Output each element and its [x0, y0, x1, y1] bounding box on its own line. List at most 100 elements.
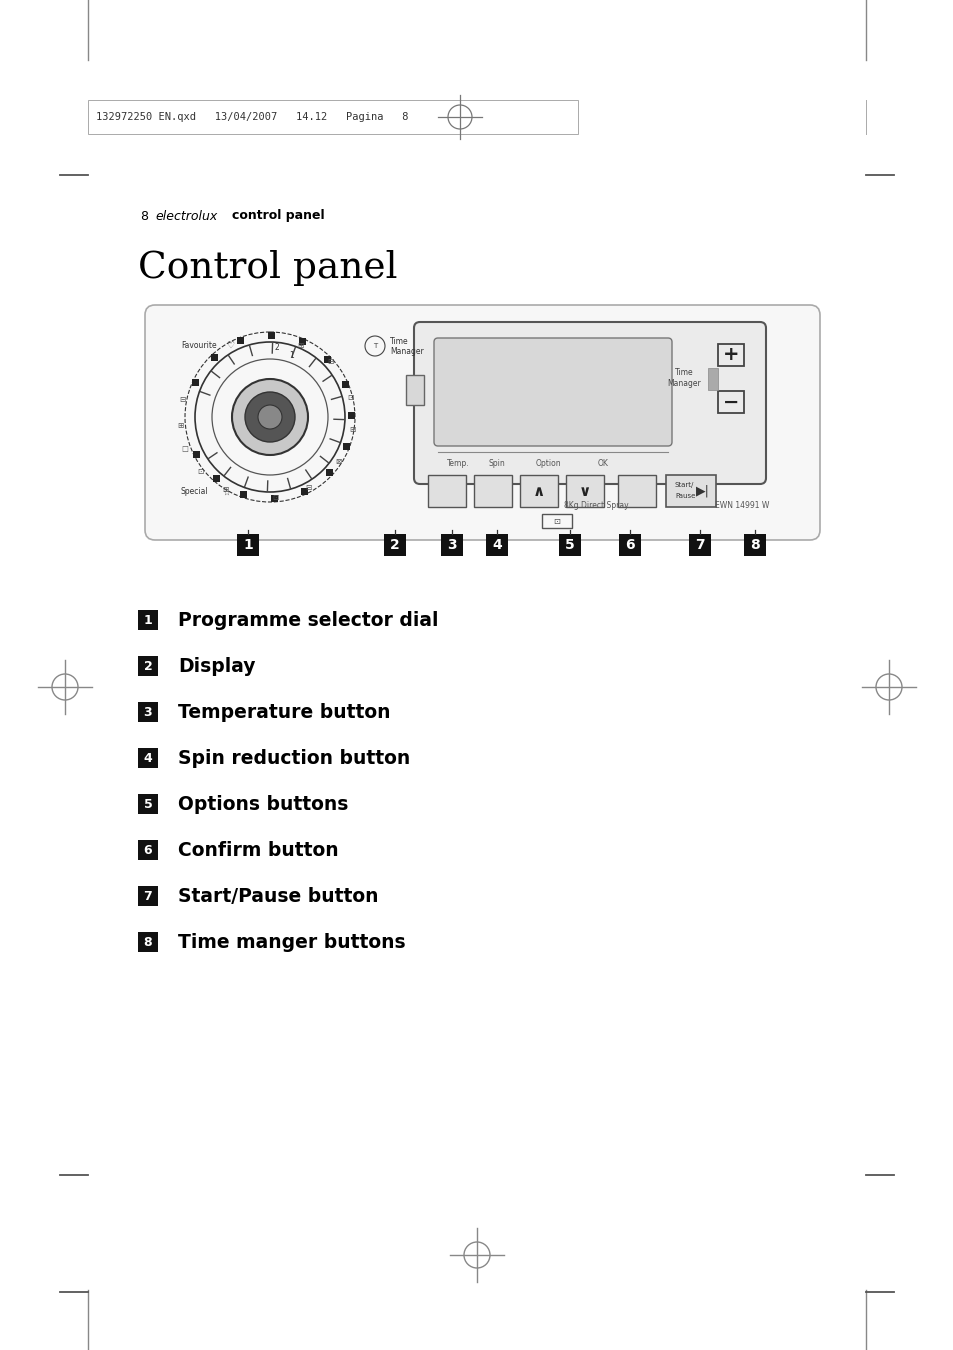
Text: ⊟: ⊟: [178, 394, 185, 404]
Text: 1: 1: [243, 539, 253, 552]
Text: Special: Special: [181, 487, 209, 497]
Bar: [558, 535, 580, 556]
Bar: [211, 354, 217, 360]
Bar: [88, 100, 578, 134]
Text: 4: 4: [492, 539, 501, 552]
Text: 5: 5: [144, 798, 152, 810]
Text: ⊠: ⊠: [335, 456, 341, 466]
Text: 7: 7: [695, 539, 704, 552]
Text: Control panel: Control panel: [138, 250, 397, 286]
Text: ⊡: ⊡: [196, 467, 203, 477]
Bar: [236, 535, 258, 556]
Bar: [138, 748, 158, 768]
Bar: [688, 535, 710, 556]
Bar: [138, 794, 158, 814]
Bar: [474, 475, 512, 508]
Text: Time manger buttons: Time manger buttons: [178, 933, 405, 952]
Bar: [343, 443, 350, 450]
Bar: [138, 610, 158, 630]
Bar: [326, 470, 334, 477]
Text: 8: 8: [144, 936, 152, 949]
Bar: [618, 535, 640, 556]
FancyBboxPatch shape: [434, 338, 671, 446]
Bar: [565, 475, 603, 508]
Text: T: T: [373, 343, 376, 350]
Bar: [348, 412, 355, 418]
Text: Favourite: Favourite: [181, 340, 216, 350]
Text: Time: Time: [390, 338, 408, 347]
Bar: [138, 840, 158, 860]
Text: ♡: ♡: [226, 340, 233, 350]
Text: OK: OK: [597, 459, 608, 467]
Text: Option: Option: [535, 459, 560, 467]
Text: Spin reduction button: Spin reduction button: [178, 748, 410, 768]
Text: Start/: Start/: [675, 482, 694, 487]
Bar: [718, 392, 743, 413]
Text: ⊡: ⊡: [272, 493, 278, 501]
Bar: [298, 338, 305, 346]
Text: ∨: ∨: [578, 483, 591, 498]
Text: 1: 1: [290, 351, 294, 359]
Text: ⊡: ⊡: [347, 393, 353, 401]
Bar: [743, 535, 765, 556]
Text: control panel: control panel: [232, 209, 324, 223]
Text: ⊞: ⊞: [349, 424, 355, 433]
Bar: [138, 702, 158, 722]
Text: 8Kg Direct Spray: 8Kg Direct Spray: [563, 501, 628, 509]
Text: ☐: ☐: [181, 444, 189, 454]
Bar: [384, 535, 406, 556]
FancyBboxPatch shape: [414, 323, 765, 485]
Text: ∧: ∧: [533, 483, 544, 498]
Text: 3: 3: [447, 539, 456, 552]
Text: 8: 8: [749, 539, 760, 552]
Text: 5: 5: [564, 539, 575, 552]
Text: 6: 6: [144, 844, 152, 856]
FancyBboxPatch shape: [145, 305, 820, 540]
Text: ☆: ☆: [222, 487, 230, 497]
Text: ⊟: ⊟: [327, 358, 333, 366]
Text: Pause: Pause: [675, 493, 695, 500]
Bar: [271, 495, 277, 502]
Text: Manager: Manager: [390, 347, 423, 355]
Text: Programme selector dial: Programme selector dial: [178, 610, 438, 629]
Bar: [440, 535, 462, 556]
Bar: [485, 535, 507, 556]
Text: ⊡: ⊡: [553, 517, 560, 525]
Circle shape: [257, 405, 282, 429]
Circle shape: [245, 392, 294, 441]
Bar: [301, 487, 308, 495]
Text: EWN 14991 W: EWN 14991 W: [714, 501, 768, 509]
Bar: [138, 656, 158, 676]
Bar: [213, 475, 219, 482]
Bar: [239, 491, 247, 498]
Text: +: +: [722, 346, 739, 365]
Bar: [138, 886, 158, 906]
Bar: [707, 369, 718, 390]
Bar: [268, 332, 274, 339]
Bar: [324, 355, 331, 363]
Bar: [193, 451, 200, 458]
Bar: [428, 475, 465, 508]
Text: Time
Manager: Time Manager: [666, 367, 700, 389]
Bar: [237, 338, 244, 344]
Text: 2: 2: [144, 660, 152, 672]
Text: 132972250 EN.qxd   13/04/2007   14.12   Pagina   8: 132972250 EN.qxd 13/04/2007 14.12 Pagina…: [96, 112, 408, 122]
Text: Display: Display: [178, 656, 255, 675]
Text: 2: 2: [390, 539, 399, 552]
Text: 4: 4: [144, 752, 152, 764]
Bar: [406, 375, 423, 405]
Bar: [519, 475, 558, 508]
Bar: [665, 475, 716, 508]
Text: Spin: Spin: [488, 459, 505, 467]
Text: 6: 6: [624, 539, 634, 552]
Circle shape: [232, 379, 308, 455]
Bar: [192, 379, 199, 386]
Text: 3: 3: [144, 706, 152, 718]
Text: Start/Pause button: Start/Pause button: [178, 887, 378, 906]
Text: 2: 2: [274, 343, 279, 352]
Bar: [718, 344, 743, 366]
Text: 1: 1: [144, 613, 152, 626]
Bar: [138, 931, 158, 952]
Text: Options buttons: Options buttons: [178, 795, 348, 814]
Text: Confirm button: Confirm button: [178, 841, 338, 860]
